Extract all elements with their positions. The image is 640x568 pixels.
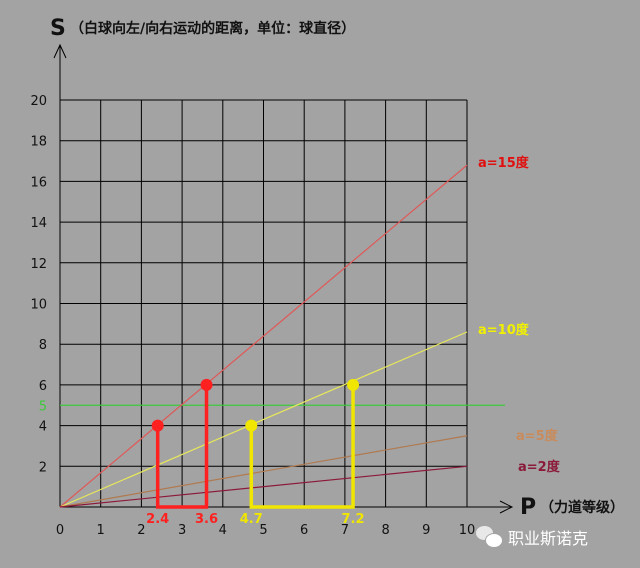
series-label: a=2度 — [518, 459, 561, 475]
marker-label: 4.7 — [240, 512, 263, 527]
marker-label: 2.4 — [146, 512, 169, 527]
y-axis-letter: S — [50, 16, 66, 41]
x-axis-title: （力道等级） — [540, 499, 624, 516]
x-tick-label: 8 — [381, 523, 389, 538]
x-tick-label: 1 — [97, 523, 105, 538]
wechat-icon — [476, 526, 503, 548]
series-line — [59, 465, 468, 508]
y-tick-label: 6 — [39, 379, 47, 394]
x-tick-label: 10 — [459, 523, 476, 538]
series-line — [59, 164, 468, 508]
y-tick-label: 14 — [30, 216, 47, 231]
watermark-text: 职业斯诺克 — [508, 529, 589, 548]
y-tick-label: 4 — [39, 420, 47, 435]
watermark: 职业斯诺克 — [476, 522, 636, 552]
y-tick-label: 12 — [30, 257, 47, 272]
y-tick-label: 16 — [30, 175, 47, 190]
x-tick-label: 6 — [300, 523, 308, 538]
y-tick-label: 18 — [30, 135, 47, 150]
marker-bracket — [249, 384, 355, 509]
marker-bracket — [155, 384, 209, 509]
marker-point — [245, 419, 258, 432]
y-tick-label: 10 — [30, 298, 47, 313]
marker-label: 7.2 — [342, 512, 365, 527]
x-axis-arrow — [499, 500, 514, 514]
reference-line-label: 5 — [39, 399, 47, 414]
x-tick-label: 3 — [178, 523, 186, 538]
x-tick-label: 9 — [422, 523, 430, 538]
y-tick-label: 2 — [39, 460, 47, 475]
x-tick-label: 4 — [219, 523, 227, 538]
marker-point — [347, 378, 360, 391]
x-tick-label: 5 — [259, 523, 267, 538]
series-lines: a=15度 a=10度 a=5度 a=2度 — [59, 155, 561, 508]
x-tick-label: 0 — [56, 523, 64, 538]
series-label: a=5度 — [516, 428, 559, 444]
series-line — [59, 435, 468, 508]
y-axis-arrow — [53, 43, 67, 59]
y-tick-label: 20 — [30, 94, 47, 109]
y-tick-label: 8 — [39, 338, 47, 353]
markers: 2.4 3.6 4.7 7.2 — [146, 378, 365, 527]
x-tick-label: 7 — [341, 523, 349, 538]
marker-label: 3.6 — [195, 512, 218, 527]
x-tick-label: 2 — [137, 523, 145, 538]
axes — [53, 43, 514, 514]
reference-line: 5 — [39, 399, 505, 414]
marker-point — [151, 419, 164, 432]
x-axis-letter: P — [520, 495, 536, 520]
series-label: a=10度 — [478, 322, 530, 338]
y-axis-title: （白球向左/向右运动的距离，单位：球直径） — [70, 20, 355, 37]
series-line — [59, 331, 468, 508]
series-label: a=15度 — [478, 155, 530, 171]
marker-point — [200, 378, 213, 391]
